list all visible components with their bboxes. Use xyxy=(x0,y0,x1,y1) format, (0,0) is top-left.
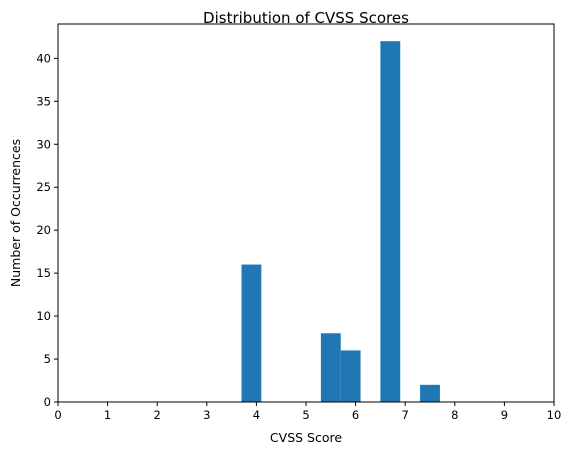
chart-title: Distribution of CVSS Scores xyxy=(203,9,409,27)
x-tick-label-0: 0 xyxy=(54,408,61,422)
y-tick-label-2: 10 xyxy=(36,309,51,323)
x-tick-label-3: 3 xyxy=(203,408,210,422)
histogram-bar-3 xyxy=(380,41,401,403)
histogram-bar-2 xyxy=(340,350,361,402)
x-tick-label-10: 10 xyxy=(547,408,562,422)
x-tick-label-7: 7 xyxy=(402,408,409,422)
y-tick-label-6: 30 xyxy=(36,137,51,151)
x-tick-label-5: 5 xyxy=(302,408,309,422)
histogram-bar-1 xyxy=(320,333,341,402)
x-tick-label-6: 6 xyxy=(352,408,359,422)
histogram-bar-4 xyxy=(420,384,440,402)
y-tick-label-1: 5 xyxy=(44,352,51,366)
y-tick-label-7: 35 xyxy=(36,94,51,108)
bars-group xyxy=(241,41,440,403)
histogram-bar-0 xyxy=(241,264,262,402)
y-tick-label-0: 0 xyxy=(44,395,51,409)
x-tick-label-2: 2 xyxy=(154,408,161,422)
x-tick-label-4: 4 xyxy=(253,408,260,422)
y-axis-ticks: 0 5 10 15 20 25 30 35 40 xyxy=(36,51,58,409)
x-axis-label: CVSS Score xyxy=(270,430,342,445)
y-tick-label-4: 20 xyxy=(36,223,51,237)
plot-frame xyxy=(57,23,555,403)
y-tick-label-8: 40 xyxy=(36,51,51,65)
x-tick-label-1: 1 xyxy=(104,408,111,422)
y-tick-label-5: 25 xyxy=(36,180,51,194)
y-axis-label: Number of Occurrences xyxy=(8,139,23,287)
y-tick-label-3: 15 xyxy=(36,266,51,280)
x-tick-label-9: 9 xyxy=(501,408,508,422)
x-axis-ticks: 0 1 2 3 4 5 6 7 8 9 10 xyxy=(54,402,561,422)
x-tick-label-8: 8 xyxy=(451,408,458,422)
